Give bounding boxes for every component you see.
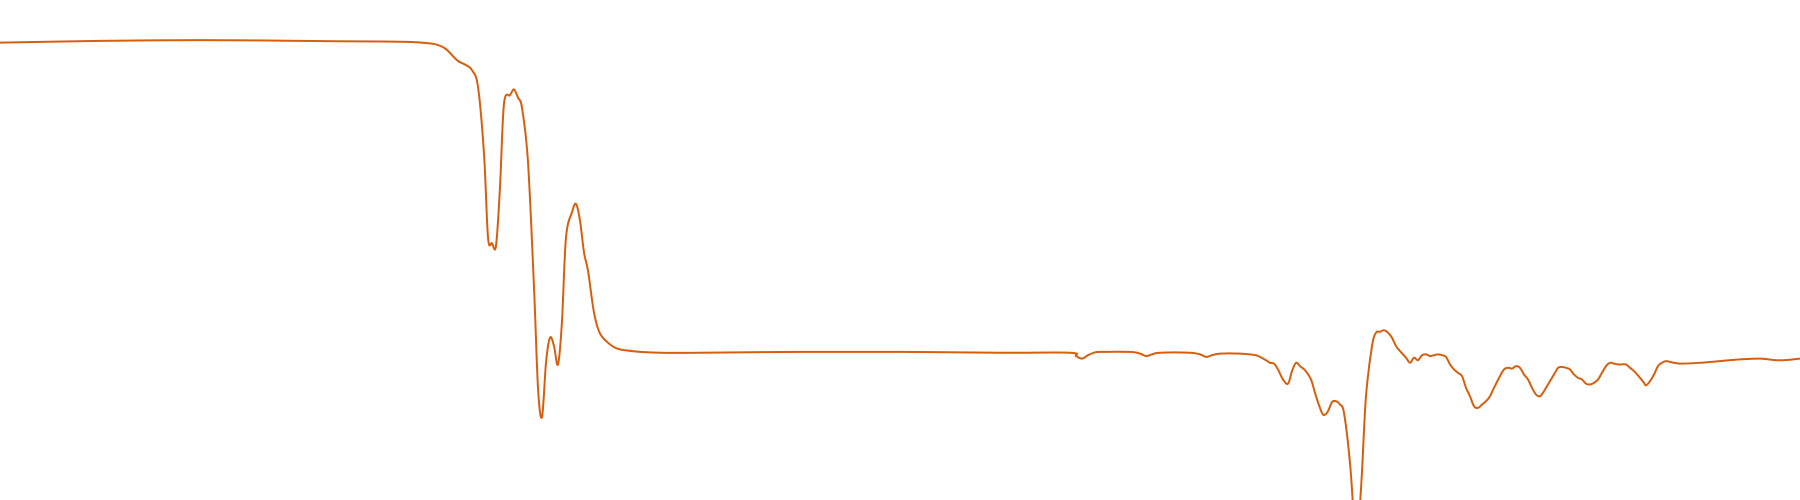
series-line-0	[0, 39, 1800, 500]
plot-area	[0, 39, 1800, 500]
